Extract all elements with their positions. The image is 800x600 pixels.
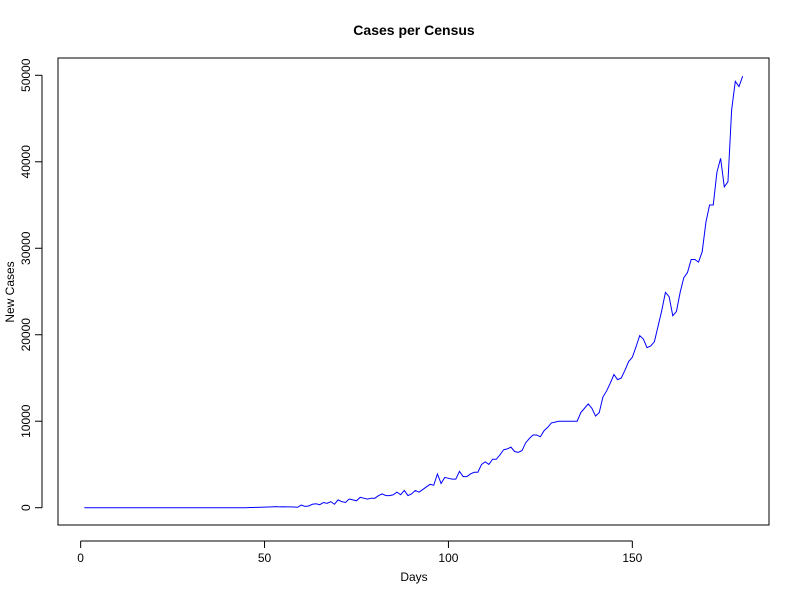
y-tick-label: 30000 (19, 231, 33, 265)
y-tick-label: 10000 (19, 404, 33, 438)
x-axis-label: Days (400, 570, 427, 584)
y-tick-label: 50000 (19, 58, 33, 92)
x-tick-label: 150 (622, 551, 642, 565)
x-tick-label: 50 (258, 551, 272, 565)
data-line (84, 75, 744, 509)
y-tick-label: 40000 (19, 145, 33, 179)
x-tick-label: 0 (77, 551, 84, 565)
y-tick-label: 0 (19, 504, 33, 511)
chart-title: Cases per Census (353, 22, 475, 38)
x-tick-label: 100 (438, 551, 458, 565)
plot-box (57, 57, 770, 526)
y-tick-label: 20000 (19, 318, 33, 352)
y-axis-label: New Cases (3, 261, 17, 322)
